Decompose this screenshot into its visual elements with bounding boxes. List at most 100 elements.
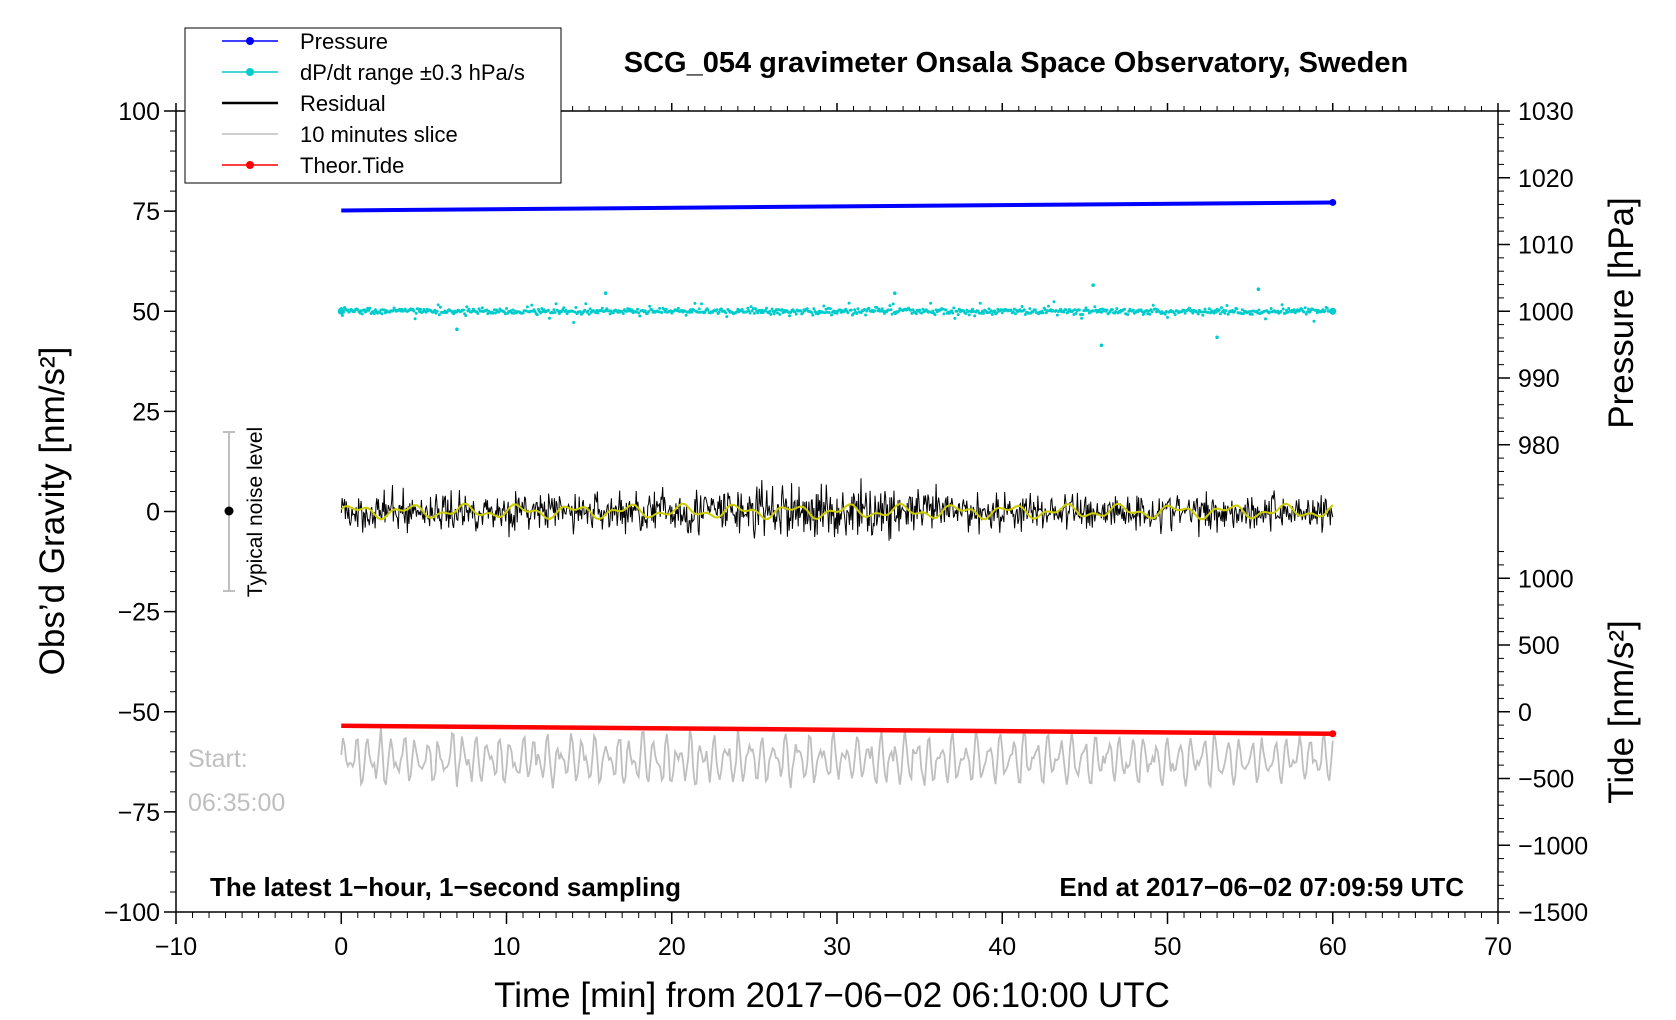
dpdt-point [867, 306, 871, 310]
dpdt-point [1041, 311, 1045, 315]
start-label: Start: [188, 745, 248, 773]
dpdt-point [811, 313, 815, 317]
data-layer [337, 198, 1337, 789]
dpdt-point [754, 307, 757, 311]
dpdt-point [1200, 310, 1204, 314]
start-time: 06:35:00 [188, 789, 285, 817]
dpdt-point [853, 308, 857, 312]
dpdt-point [573, 310, 577, 314]
dpdt-point [530, 303, 534, 307]
dpdt-point [539, 311, 543, 315]
dpdt-point [1033, 308, 1037, 312]
dpdt-point [1081, 313, 1085, 316]
dpdt-point [556, 309, 560, 313]
tide-tick-label: −1500 [1518, 899, 1588, 927]
dpdt-point [1325, 306, 1329, 310]
dpdt-point [740, 308, 744, 311]
dpdt-point [424, 310, 428, 314]
dpdt-point [485, 308, 489, 312]
legend-label: dP/dt range ±0.3 hPa/s [300, 60, 525, 85]
dpdt-point [554, 302, 558, 306]
dpdt-point [600, 306, 604, 310]
dpdt-point [660, 311, 664, 314]
dpdt-point [564, 308, 568, 312]
dpdt-point [995, 311, 999, 315]
dpdt-point [378, 311, 382, 314]
dpdt-point [368, 306, 372, 310]
dpdt-point [1191, 311, 1195, 315]
dpdt-point [990, 313, 994, 316]
dpdt-point [562, 306, 566, 310]
dpdt-point [608, 312, 612, 316]
dpdt-point [465, 305, 469, 309]
dpdt-outlier [1215, 335, 1219, 340]
y-tick-label: 50 [132, 298, 160, 326]
dpdt-point [822, 304, 826, 308]
dpdt-point [933, 313, 937, 317]
dpdt-point [890, 312, 894, 316]
dpdt-point [529, 309, 533, 313]
dpdt-point [855, 312, 859, 315]
dpdt-point [1074, 311, 1078, 315]
dpdt-point [697, 307, 701, 311]
dpdt-point [1201, 313, 1205, 317]
dpdt-point [676, 306, 680, 310]
legend-label: 10 minutes slice [300, 122, 458, 147]
dpdt-point [1292, 308, 1296, 312]
dpdt-point [752, 311, 756, 315]
dpdt-outlier [893, 291, 897, 296]
legend-entry: dP/dt range ±0.3 hPa/s [222, 60, 525, 85]
dpdt-point [1093, 305, 1097, 309]
dpdt-point [693, 301, 697, 305]
dpdt-point [810, 311, 814, 315]
dpdt-point [1214, 310, 1218, 314]
x-tick-label: 20 [658, 933, 686, 961]
dpdt-point [1287, 307, 1291, 310]
dpdt-point [588, 307, 592, 311]
dpdt-point [595, 309, 599, 312]
dpdt-point [648, 304, 652, 308]
dpdt-point [650, 308, 654, 312]
pressure-tick-label: 980 [1518, 432, 1560, 460]
dpdt-point [715, 308, 719, 312]
dpdt-point [1062, 310, 1066, 314]
dpdt-point [751, 307, 755, 311]
dpdt-point [1220, 306, 1223, 310]
dpdt-point [1020, 305, 1024, 308]
dpdt-point [1323, 309, 1327, 313]
dpdt-point [955, 309, 959, 313]
y-tick-label: 25 [132, 398, 160, 426]
dpdt-point [769, 312, 773, 316]
dpdt-point [1188, 306, 1191, 310]
dpdt-point [664, 307, 668, 311]
dpdt-point [821, 310, 825, 314]
dpdt-point [823, 311, 827, 315]
dpdt-point [880, 307, 884, 311]
legend-entry: 10 minutes slice [222, 122, 458, 147]
pressure-tick-label: 990 [1518, 365, 1560, 393]
dpdt-point [1239, 312, 1243, 315]
dpdt-point [572, 321, 576, 324]
dpdt-point [978, 301, 982, 305]
dpdt-point [1183, 311, 1187, 315]
dpdt-point [1242, 312, 1245, 316]
dpdt-point [1022, 308, 1026, 312]
dpdt-point [852, 312, 855, 316]
tick-labels: −10 0 10 20 30 40 50 60 701007550250−25−50−75−10… [104, 98, 1589, 961]
dpdt-point [630, 308, 634, 312]
dpdt-point [746, 306, 750, 310]
footer-right-note: End at 2017−06−02 07:09:59 UTC [1059, 872, 1464, 902]
dpdt-point [1166, 315, 1169, 319]
dpdt-point [1223, 311, 1227, 315]
dpdt-point [607, 309, 611, 313]
dpdt-point [1045, 309, 1049, 313]
dpdt-point [830, 313, 833, 317]
dpdt-point [1011, 310, 1015, 314]
dpdt-point [771, 309, 775, 313]
dpdt-point [480, 306, 484, 310]
dpdt-point [1099, 310, 1103, 314]
pressure-end-marker [1329, 198, 1337, 206]
dpdt-point [1064, 308, 1068, 312]
dpdt-point [535, 313, 539, 317]
dpdt-point [1009, 308, 1013, 312]
